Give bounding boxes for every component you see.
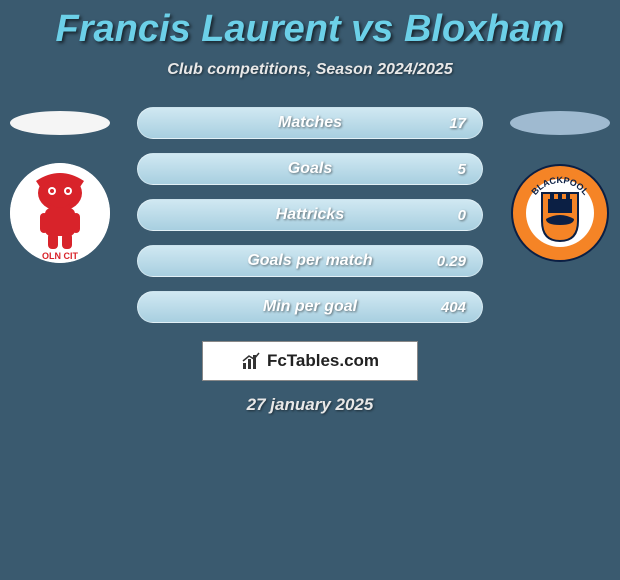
svg-text:OLN CIT: OLN CIT	[42, 251, 78, 261]
left-team-logo: OLN CIT	[10, 163, 110, 263]
left-team-column: OLN CIT	[0, 107, 120, 263]
stat-label: Hattricks	[276, 206, 344, 224]
chart-icon	[241, 351, 261, 371]
right-team-logo: BLACKPOOL	[510, 163, 610, 263]
content-area: OLN CIT BLACKPOOL	[0, 107, 620, 415]
stat-label: Min per goal	[263, 298, 357, 316]
stat-label: Matches	[278, 114, 342, 132]
stat-label: Goals per match	[247, 252, 372, 270]
stat-value: 0.29	[437, 253, 466, 270]
stat-value: 5	[458, 161, 466, 178]
stat-value: 404	[441, 299, 466, 316]
left-oval-accent	[10, 111, 110, 135]
lincoln-city-icon: OLN CIT	[10, 163, 110, 263]
right-oval-accent	[510, 111, 610, 135]
subtitle: Club competitions, Season 2024/2025	[0, 61, 620, 79]
page-title: Francis Laurent vs Bloxham	[0, 8, 620, 51]
stat-value: 0	[458, 207, 466, 224]
stat-bar: Goals 5	[137, 153, 483, 185]
right-team-column: BLACKPOOL	[500, 107, 620, 263]
stat-bar: Goals per match 0.29	[137, 245, 483, 277]
date-text: 27 january 2025	[0, 395, 620, 415]
brand-box: FcTables.com	[202, 341, 418, 381]
brand-text: FcTables.com	[267, 351, 379, 371]
blackpool-icon: BLACKPOOL	[510, 163, 610, 263]
stat-label: Goals	[288, 160, 332, 178]
stat-bar: Min per goal 404	[137, 291, 483, 323]
stats-list: Matches 17 Goals 5 Hattricks 0 Goals per match…	[137, 107, 483, 323]
stat-value: 17	[449, 115, 466, 132]
stat-bar: Matches 17	[137, 107, 483, 139]
stat-bar: Hattricks 0	[137, 199, 483, 231]
header: Francis Laurent vs Bloxham Club competit…	[0, 0, 620, 79]
